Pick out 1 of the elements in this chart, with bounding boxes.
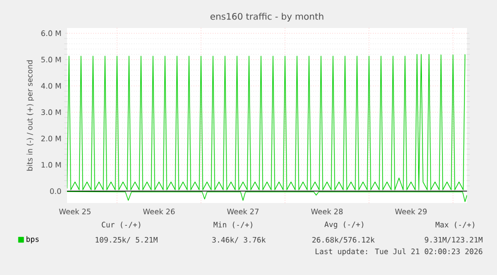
chart-title: ens160 traffic - by month [210,12,324,22]
